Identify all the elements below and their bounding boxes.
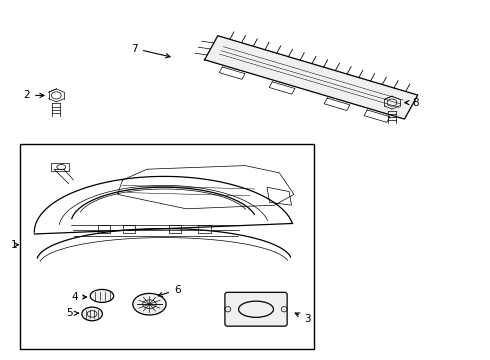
- FancyBboxPatch shape: [225, 292, 287, 326]
- Text: 7: 7: [131, 44, 170, 58]
- Bar: [122, 225, 135, 233]
- Polygon shape: [205, 36, 417, 119]
- Ellipse shape: [133, 293, 166, 315]
- Bar: [198, 225, 211, 233]
- Bar: [51, 163, 69, 171]
- Ellipse shape: [90, 289, 114, 302]
- Bar: [98, 225, 110, 233]
- Text: 2: 2: [24, 90, 44, 100]
- Text: 4: 4: [71, 292, 87, 302]
- Text: 6: 6: [158, 285, 181, 297]
- Text: 8: 8: [405, 98, 419, 108]
- Bar: [169, 225, 181, 233]
- Text: 3: 3: [295, 313, 311, 324]
- Ellipse shape: [82, 307, 102, 321]
- Bar: [20, 144, 314, 349]
- Text: 1: 1: [11, 240, 18, 250]
- Text: 5: 5: [66, 308, 78, 318]
